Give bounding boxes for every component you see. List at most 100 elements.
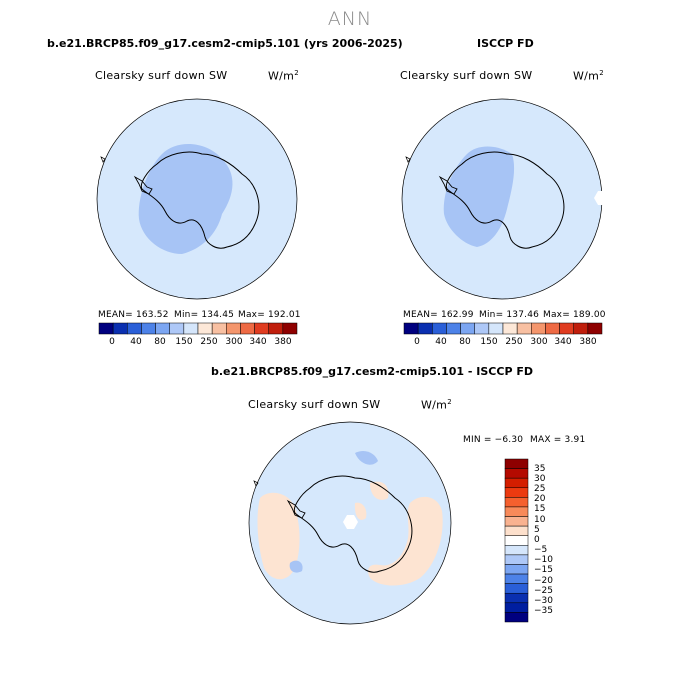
colorbar-swatch (446, 322, 461, 335)
colorbar-swatch (268, 322, 284, 335)
right-colorbar-tick: 40 (435, 337, 447, 347)
colorbar-swatch (504, 525, 529, 536)
colorbar-swatch (211, 322, 227, 335)
diff-colorbar-tick: 20 (534, 494, 546, 504)
colorbar-swatch (504, 535, 529, 546)
colorbar-swatch (282, 322, 298, 335)
colorbar-swatch (573, 322, 589, 335)
colorbar-swatch (531, 322, 546, 335)
left-colorbar-tick: 0 (109, 337, 115, 347)
diff-colorbar-tick: 25 (534, 484, 546, 494)
diff-units-label: W/m2 (421, 398, 452, 412)
right-max-stat: Max= 189.00 (543, 310, 606, 320)
colorbar-swatch (545, 322, 560, 335)
right-field-contour (443, 146, 515, 247)
right-colorbar-tick: 380 (579, 337, 597, 347)
diff-antarctica-coast (293, 475, 413, 573)
left-colorbar-tick: 40 (130, 337, 142, 347)
left-panel-title: b.e21.BRCP85.f09_g17.cesm2-cmip5.101 (yr… (47, 37, 403, 50)
diff-min-stat: MIN = −6.30 (463, 435, 524, 445)
diff-island (253, 480, 259, 487)
colorbar-swatch (432, 322, 447, 335)
left-island (100, 156, 106, 163)
right-antarctica-coast (445, 151, 565, 249)
colorbar-swatch (98, 322, 114, 335)
left-variable-label: Clearsky surf down SW (95, 69, 228, 82)
colorbar-swatch (504, 612, 529, 623)
right-colorbar (403, 322, 603, 335)
diff-max-stat: MAX = 3.91 (530, 435, 586, 445)
diff-colorbar-tick: 35 (534, 464, 546, 474)
left-colorbar-tick: 380 (274, 337, 292, 347)
right-colorbar-tick: 340 (554, 337, 572, 347)
colorbar-swatch (169, 322, 185, 335)
diff-panel-title: b.e21.BRCP85.f09_g17.cesm2-cmip5.101 - I… (211, 365, 533, 378)
colorbar-swatch (504, 554, 529, 565)
colorbar-swatch (502, 322, 518, 335)
diff-variable-label: Clearsky surf down SW (248, 398, 381, 411)
left-polar-map (96, 98, 298, 300)
colorbar-swatch (197, 322, 213, 335)
left-max-stat: Max= 192.01 (238, 310, 301, 320)
colorbar-swatch (417, 322, 433, 335)
colorbar-swatch (516, 322, 532, 335)
left-colorbar-tick: 80 (154, 337, 166, 347)
colorbar-swatch (504, 506, 529, 517)
colorbar-swatch (504, 583, 529, 594)
season-title: ANN (327, 8, 373, 30)
colorbar-swatch (127, 322, 142, 335)
diff-colorbar-tick: −15 (534, 565, 553, 575)
right-panel-title: ISCCP FD (477, 37, 534, 50)
left-min-stat: Min= 134.45 (174, 310, 235, 320)
diff-colorbar-tick: 5 (534, 525, 540, 535)
diff-colorbar-tick: −35 (534, 606, 553, 616)
colorbar-swatch (226, 322, 241, 335)
colorbar-swatch (504, 564, 529, 575)
colorbar-swatch (254, 322, 269, 335)
left-colorbar-tick: 150 (175, 337, 193, 347)
diff-warm-region (370, 481, 389, 500)
colorbar-swatch (403, 322, 419, 335)
diff-polar-map (248, 421, 452, 625)
right-min-stat: Min= 137.46 (479, 310, 540, 320)
left-colorbar (98, 322, 298, 335)
diff-colorbar-tick: −30 (534, 596, 553, 606)
colorbar-swatch (504, 497, 529, 508)
diff-cool-region (355, 450, 378, 465)
diff-colorbar-tick: −10 (534, 555, 553, 565)
left-peninsula-coast (133, 175, 153, 195)
colorbar-swatch (504, 487, 529, 498)
colorbar-swatch (504, 602, 529, 613)
left-antarctica-coast (140, 151, 260, 249)
diff-colorbar-tick: −25 (534, 586, 553, 596)
diff-warm-region (257, 492, 300, 580)
diff-missing-data (343, 515, 358, 529)
diff-cool-region (289, 560, 303, 573)
colorbar-swatch (183, 322, 199, 335)
colorbar-swatch (504, 468, 529, 479)
colorbar-swatch (460, 322, 475, 335)
right-missing-data (594, 191, 609, 205)
colorbar-swatch (504, 516, 529, 527)
right-peninsula-coast (438, 175, 458, 195)
right-colorbar-tick: 80 (459, 337, 471, 347)
right-colorbar-tick: 300 (530, 337, 548, 347)
right-polar-map (401, 98, 609, 300)
diff-colorbar-tick: −5 (534, 545, 548, 555)
right-colorbar-tick: 250 (505, 337, 523, 347)
colorbar-swatch (504, 545, 529, 556)
colorbar-swatch (587, 322, 603, 335)
left-colorbar-tick: 340 (249, 337, 267, 347)
right-island (405, 156, 411, 163)
diff-colorbar-tick: 15 (534, 504, 546, 514)
right-variable-label: Clearsky surf down SW (400, 69, 533, 82)
right-colorbar-tick: 150 (480, 337, 498, 347)
diff-colorbar-tick: −20 (534, 576, 553, 586)
diff-colorbar-tick: 30 (534, 474, 546, 484)
diff-colorbar-tick: 10 (534, 515, 546, 525)
left-mean-stat: MEAN= 163.52 (98, 310, 169, 320)
diff-colorbar (504, 458, 529, 623)
right-mean-stat: MEAN= 162.99 (403, 310, 474, 320)
colorbar-swatch (112, 322, 128, 335)
colorbar-swatch (474, 322, 490, 335)
